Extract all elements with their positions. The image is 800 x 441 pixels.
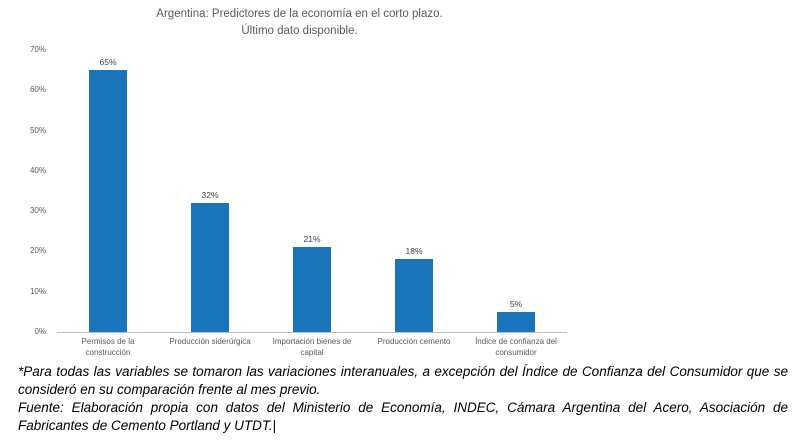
y-tick-label: 0% <box>34 327 46 336</box>
y-tick-label: 20% <box>29 246 46 256</box>
x-category-label: Importación bienes de capital <box>272 337 352 357</box>
plot-area: 65% 32% 21% 18% 5% <box>57 50 567 333</box>
y-tick-label: 50% <box>29 125 46 135</box>
bar-slot: 65% <box>57 50 159 332</box>
bar-slot: 21% <box>261 50 363 332</box>
bar-slot: 18% <box>363 50 465 332</box>
bar-data-label: 32% <box>201 190 219 200</box>
bar <box>395 259 433 332</box>
chart-title: Argentina: Predictores de la economía en… <box>12 6 587 41</box>
y-tick-label: 60% <box>29 85 46 95</box>
y-tick-label: 30% <box>29 206 46 216</box>
bar-slot: 5% <box>465 50 567 332</box>
chart-title-line2: Último dato disponible. <box>241 25 358 38</box>
x-category-label: Producción cemento <box>377 337 451 346</box>
y-tick-label: 40% <box>29 165 46 175</box>
bar-data-label: 18% <box>405 246 423 256</box>
bar <box>293 247 331 332</box>
bar-data-label: 5% <box>509 299 523 309</box>
y-tick-label: 10% <box>29 286 46 296</box>
bar-slot: 32% <box>159 50 261 332</box>
bar <box>497 312 535 332</box>
text-cursor: | <box>272 417 277 433</box>
chart-title-line1: Argentina: Predictores de la economía en… <box>156 8 443 20</box>
x-category-label: Producción siderúrgica <box>169 337 251 346</box>
bar-chart: Argentina: Predictores de la economía en… <box>12 6 587 358</box>
bar-data-label: 21% <box>303 234 321 244</box>
footnote-source: Fuente: Elaboración propia con datos del… <box>18 399 788 435</box>
footnote-source-text: Fuente: Elaboración propia con datos del… <box>18 399 788 433</box>
x-category-label: Permisos de la construcción <box>81 337 135 357</box>
footnote: *Para todas las variables se tomaron las… <box>18 363 788 435</box>
bar <box>89 70 127 332</box>
y-axis-labels: 0% 10% 20% 30% 40% 50% 60% 70% <box>12 45 50 336</box>
x-axis-labels: Permisos de la construcción Producción si… <box>57 337 567 359</box>
footnote-note: *Para todas las variables se tomaron las… <box>18 364 788 397</box>
bar-data-label: 65% <box>99 57 117 67</box>
x-category-label: Índice de confianza del consumidor <box>475 337 557 357</box>
y-tick-label: 70% <box>29 45 46 54</box>
bar <box>191 203 229 332</box>
